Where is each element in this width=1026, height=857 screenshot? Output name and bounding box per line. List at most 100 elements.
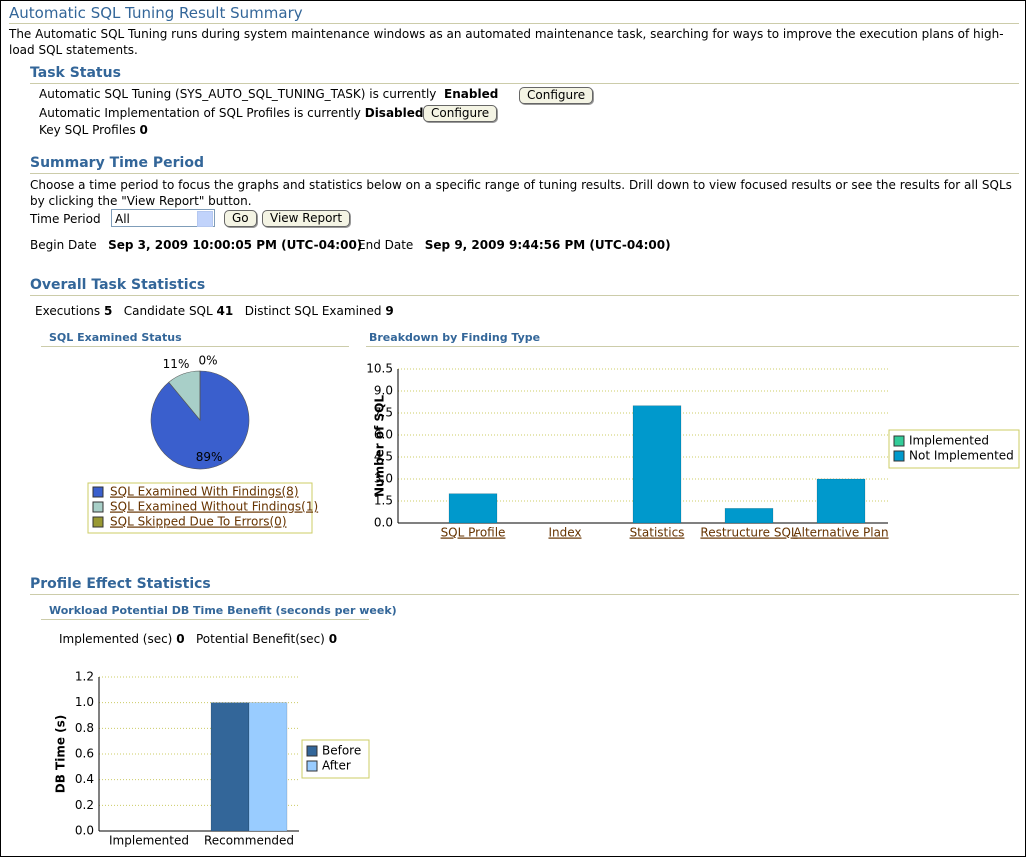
bar bbox=[632, 405, 682, 524]
legend-swatch bbox=[893, 435, 905, 447]
x-tick-label: Recommended bbox=[204, 834, 294, 848]
y-tick-label: 0.0 bbox=[75, 824, 94, 838]
description: Choose a time period to focus the graphs… bbox=[30, 178, 1012, 208]
legend-label: After bbox=[322, 759, 351, 773]
y-tick-label: 1.5 bbox=[374, 494, 393, 508]
legend-link[interactable]: SQL Skipped Due To Errors(0) bbox=[110, 515, 287, 529]
status-row: Key SQL Profiles 0 bbox=[39, 123, 148, 137]
rule bbox=[41, 619, 369, 620]
y-tick-label: 6.0 bbox=[374, 428, 393, 442]
y-axis-label: Number of SQL bbox=[373, 395, 387, 497]
slice-label: 11% bbox=[163, 357, 190, 371]
chart-title: SQL Examined Status bbox=[49, 331, 182, 344]
slice-label: 0% bbox=[198, 354, 217, 368]
legend-link[interactable]: SQL Examined Without Findings(1) bbox=[110, 500, 318, 514]
configure-button[interactable]: Configure bbox=[423, 105, 498, 122]
legend-swatch bbox=[306, 760, 318, 772]
x-tick-label: Implemented bbox=[109, 834, 189, 848]
y-tick-label: 0.4 bbox=[75, 772, 94, 786]
y-tick-label: 1.0 bbox=[75, 695, 94, 709]
section-heading: Profile Effect Statistics bbox=[30, 576, 211, 592]
rule bbox=[366, 346, 1019, 347]
legend-label: Before bbox=[322, 744, 361, 758]
field-label: End Date bbox=[358, 238, 414, 252]
category-link[interactable]: Index bbox=[548, 526, 581, 540]
stats: Executions 5 Candidate SQL 41 Distinct S… bbox=[35, 304, 394, 318]
slice-label: 89% bbox=[196, 450, 223, 464]
section-heading: Summary Time Period bbox=[30, 155, 204, 171]
page-title: Automatic SQL Tuning Result Summary bbox=[9, 4, 303, 22]
configure-button[interactable]: Configure bbox=[519, 87, 594, 104]
category-link[interactable]: Restructure SQL bbox=[700, 526, 798, 540]
rule bbox=[30, 173, 1019, 174]
stat-value: 41 bbox=[216, 304, 234, 318]
field-label: Time Period bbox=[30, 212, 101, 226]
y-tick-label: 9.0 bbox=[374, 384, 393, 398]
status-value: Disabled bbox=[364, 106, 424, 120]
legend-box bbox=[87, 482, 313, 534]
stat-label: Distinct SQL Examined bbox=[244, 304, 382, 318]
status-text: Automatic Implementation of SQL Profiles… bbox=[39, 106, 361, 120]
bar bbox=[724, 508, 774, 524]
section-heading: Task Status bbox=[30, 65, 121, 81]
status-row: Automatic SQL Tuning (SYS_AUTO_SQL_TUNIN… bbox=[39, 87, 498, 101]
rule bbox=[30, 594, 1019, 595]
status-row: Automatic Implementation of SQL Profiles… bbox=[39, 106, 423, 120]
stat-value: 0 bbox=[328, 632, 338, 646]
status-value: 0 bbox=[139, 123, 148, 137]
legend-swatch bbox=[92, 501, 104, 513]
rule bbox=[30, 83, 1019, 84]
legend-swatch bbox=[92, 486, 104, 498]
begin-date: Begin Date Sep 3, 2009 10:00:05 PM (UTC-… bbox=[30, 238, 362, 252]
chart-title: Workload Potential DB Time Benefit (seco… bbox=[49, 604, 397, 617]
go-button[interactable]: Go bbox=[224, 210, 257, 227]
end-date: End Date Sep 9, 2009 9:44:56 PM (UTC-04:… bbox=[358, 238, 671, 252]
bar-chart: 0.0 1.5 3.0 4.5 6.0 7.5 9.0 10.5 Number of SQL SQ… bbox=[366, 362, 1020, 540]
y-tick-label: 1.2 bbox=[75, 670, 94, 684]
view-report-button[interactable]: View Report bbox=[262, 210, 351, 227]
status-text: Key SQL Profiles bbox=[39, 123, 136, 137]
rule bbox=[9, 23, 1019, 24]
category-link[interactable]: Statistics bbox=[630, 526, 685, 540]
bar-chart: 0.0 0.2 0.4 0.6 0.8 1.0 1.2 DB Time (s) Implemen… bbox=[54, 670, 370, 848]
y-tick-label: 0.6 bbox=[75, 747, 94, 761]
description: The Automatic SQL Tuning runs during sys… bbox=[9, 27, 1004, 57]
stat-value: 9 bbox=[385, 304, 394, 318]
rule bbox=[30, 295, 1019, 296]
stat-label: Executions bbox=[35, 304, 101, 318]
category-link[interactable]: SQL Profile bbox=[441, 526, 506, 540]
legend-link[interactable]: SQL Examined With Findings(8) bbox=[110, 485, 299, 499]
y-tick-label: 0.0 bbox=[374, 516, 393, 530]
y-tick-label: 3.0 bbox=[374, 472, 393, 486]
field-value: Sep 9, 2009 9:44:56 PM (UTC-04:00) bbox=[424, 238, 671, 252]
stat-value: 5 bbox=[103, 304, 113, 318]
time-period-select[interactable]: All bbox=[111, 209, 215, 227]
y-tick-label: 0.8 bbox=[75, 721, 94, 735]
field-value: Sep 3, 2009 10:00:05 PM (UTC-04:00) bbox=[108, 238, 363, 252]
legend-swatch bbox=[893, 450, 905, 462]
y-tick-label: 7.5 bbox=[374, 406, 393, 420]
legend-swatch bbox=[306, 745, 318, 757]
stat-label: Implemented (sec) bbox=[59, 632, 173, 646]
stat-value: 0 bbox=[176, 632, 185, 646]
category-link[interactable]: Alternative Plan bbox=[793, 526, 888, 540]
rule bbox=[41, 346, 349, 347]
legend-label: Implemented bbox=[909, 434, 989, 448]
y-tick-label: 0.2 bbox=[75, 798, 94, 812]
bar bbox=[210, 702, 250, 832]
stat-label: Candidate SQL bbox=[123, 304, 213, 318]
bar bbox=[816, 478, 866, 524]
section-heading: Overall Task Statistics bbox=[30, 277, 206, 293]
pie-chart: 89%11% 0%SQL Examined With Findings(8)SQL… bbox=[87, 354, 318, 534]
bar bbox=[448, 493, 498, 524]
stat-label: Potential Benefit(sec) bbox=[196, 632, 325, 646]
status-text: Automatic SQL Tuning (SYS_AUTO_SQL_TUNIN… bbox=[39, 87, 437, 101]
stats: Implemented (sec) 0 Potential Benefit(se… bbox=[59, 632, 337, 646]
legend-label: Not Implemented bbox=[909, 449, 1014, 463]
y-axis-label: DB Time (s) bbox=[54, 715, 68, 794]
bar bbox=[248, 702, 288, 832]
legend-box bbox=[888, 429, 1020, 469]
legend-swatch bbox=[92, 516, 104, 528]
y-tick-label: 4.5 bbox=[374, 450, 393, 464]
